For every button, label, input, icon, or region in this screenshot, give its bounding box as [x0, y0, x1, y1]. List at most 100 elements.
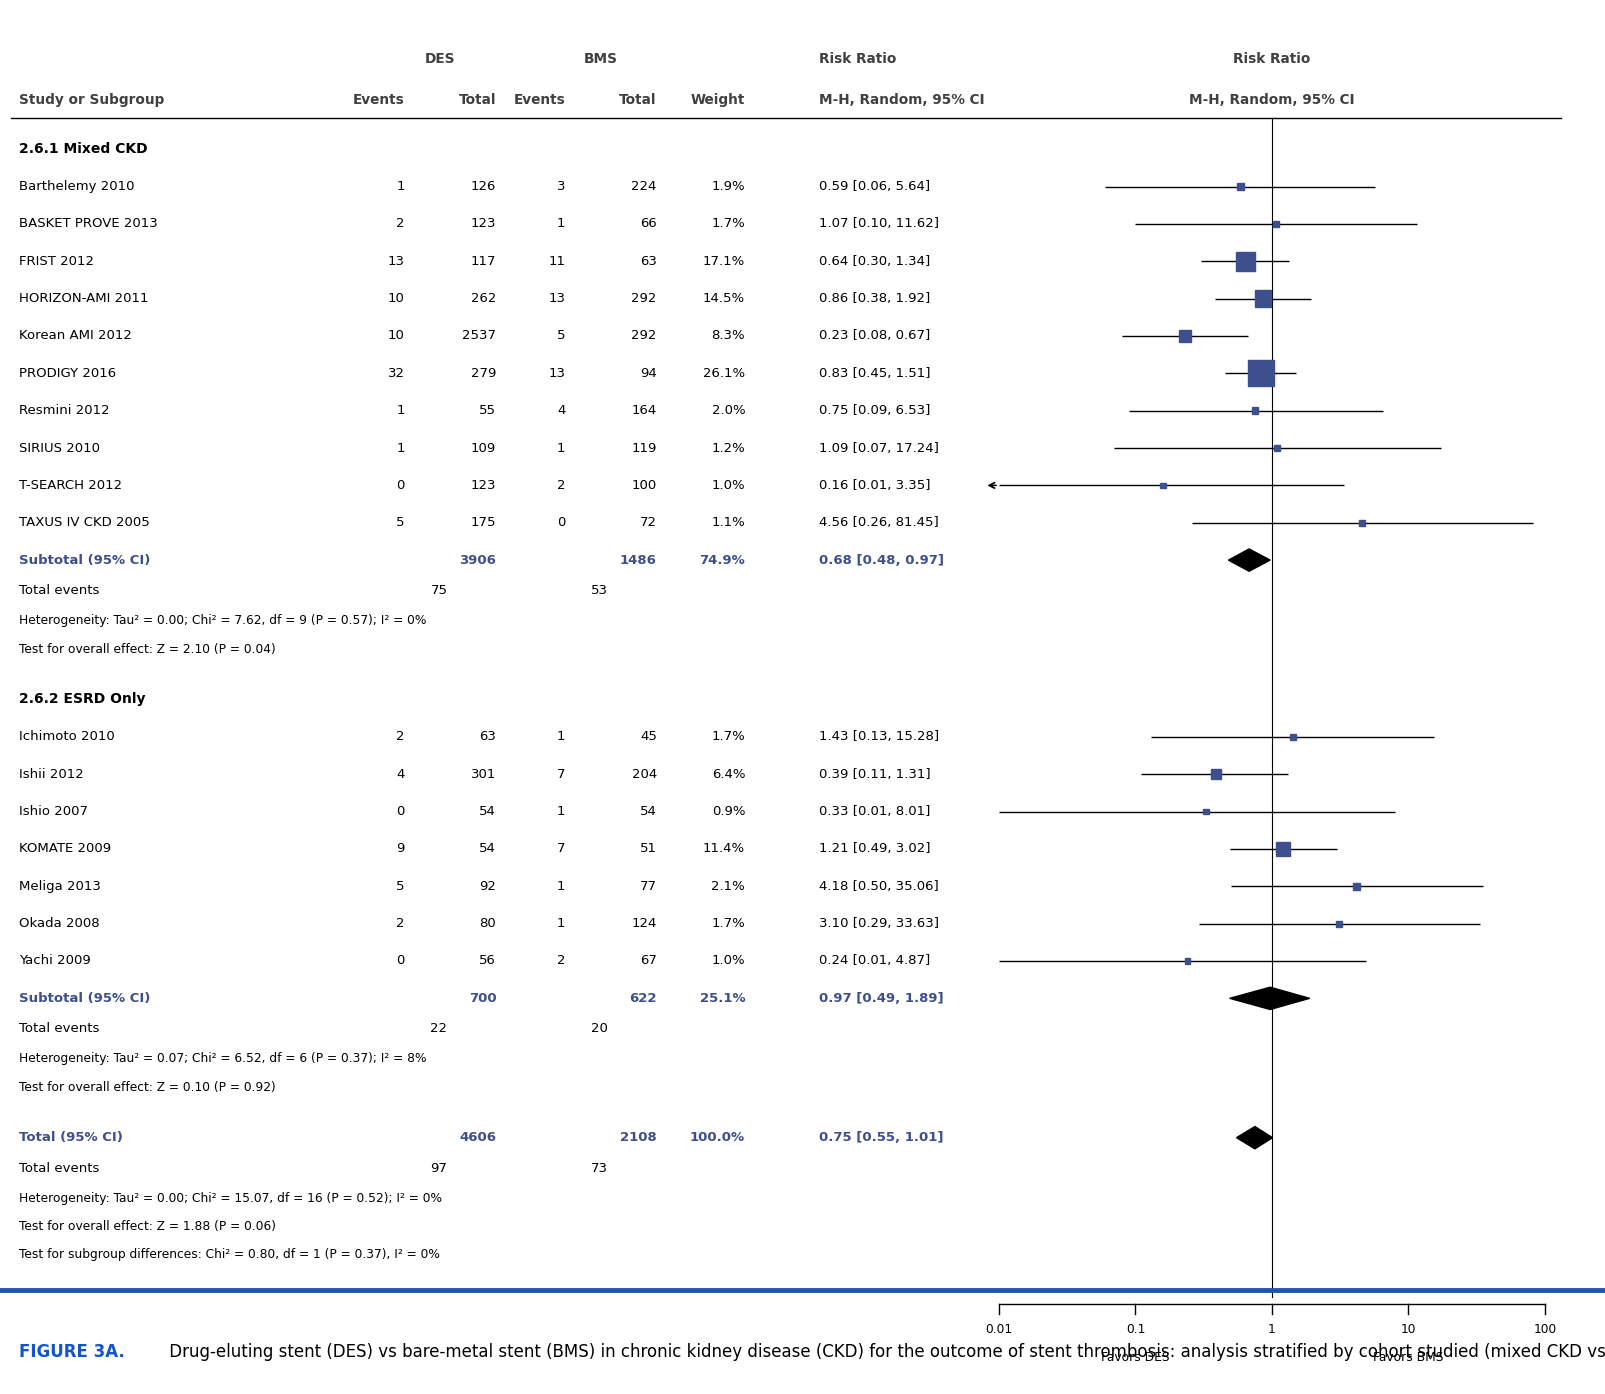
Text: KOMATE 2009: KOMATE 2009: [19, 842, 111, 856]
Text: 97: 97: [430, 1161, 448, 1175]
Text: 1.7%: 1.7%: [711, 217, 745, 230]
Text: Total: Total: [459, 93, 496, 107]
Text: 53: 53: [591, 584, 608, 597]
Text: Ishio 2007: Ishio 2007: [19, 806, 88, 818]
Text: 10: 10: [1400, 1323, 1416, 1335]
Text: 1: 1: [557, 442, 565, 454]
Text: 109: 109: [470, 442, 496, 454]
Text: BASKET PROVE 2013: BASKET PROVE 2013: [19, 217, 157, 230]
Text: 1.7%: 1.7%: [711, 917, 745, 930]
Text: 1: 1: [1268, 1323, 1274, 1335]
Bar: [1184, 958, 1189, 963]
Bar: [1236, 252, 1254, 270]
Text: 301: 301: [470, 768, 496, 781]
Text: Heterogeneity: Tau² = 0.00; Chi² = 7.62, df = 9 (P = 0.57); I² = 0%: Heterogeneity: Tau² = 0.00; Chi² = 7.62,…: [19, 615, 427, 627]
Text: Ishii 2012: Ishii 2012: [19, 768, 83, 781]
Text: 0.1: 0.1: [1125, 1323, 1144, 1335]
Text: 10: 10: [387, 329, 404, 343]
Text: Drug-eluting stent (DES) vs bare-metal stent (BMS) in chronic kidney disease (CK: Drug-eluting stent (DES) vs bare-metal s…: [164, 1344, 1605, 1362]
Text: Total events: Total events: [19, 584, 100, 597]
Text: 1: 1: [557, 730, 565, 743]
Text: 74.9%: 74.9%: [700, 553, 745, 566]
Text: 13: 13: [547, 293, 565, 305]
Text: 2: 2: [557, 480, 565, 492]
Text: 1: 1: [396, 404, 404, 417]
Text: 126: 126: [470, 180, 496, 192]
Text: 54: 54: [478, 842, 496, 856]
Bar: [1276, 842, 1289, 856]
Text: TAXUS IV CKD 2005: TAXUS IV CKD 2005: [19, 516, 149, 530]
Text: 0.97 [0.49, 1.89]: 0.97 [0.49, 1.89]: [819, 993, 944, 1005]
Text: Subtotal (95% CI): Subtotal (95% CI): [19, 993, 151, 1005]
Text: 54: 54: [639, 806, 656, 818]
Text: 1.21 [0.49, 3.02]: 1.21 [0.49, 3.02]: [819, 842, 929, 856]
Text: M-H, Random, 95% CI: M-H, Random, 95% CI: [1188, 93, 1355, 107]
Text: 0.01: 0.01: [985, 1323, 1011, 1335]
Text: 1.0%: 1.0%: [711, 955, 745, 967]
Text: 1.9%: 1.9%: [711, 180, 745, 192]
Text: Heterogeneity: Tau² = 0.00; Chi² = 15.07, df = 16 (P = 0.52); I² = 0%: Heterogeneity: Tau² = 0.00; Chi² = 15.07…: [19, 1192, 441, 1204]
Text: 1.2%: 1.2%: [711, 442, 745, 454]
Text: 622: 622: [629, 993, 656, 1005]
Text: 72: 72: [639, 516, 656, 530]
Text: FIGURE 3A.: FIGURE 3A.: [19, 1344, 125, 1362]
Bar: [1178, 330, 1189, 342]
Text: 5: 5: [396, 516, 404, 530]
Text: 1: 1: [396, 442, 404, 454]
Text: Total events: Total events: [19, 1022, 100, 1036]
Text: 2: 2: [396, 217, 404, 230]
Text: 700: 700: [469, 993, 496, 1005]
Text: Test for overall effect: Z = 0.10 (P = 0.92): Test for overall effect: Z = 0.10 (P = 0…: [19, 1080, 276, 1094]
Text: 0.16 [0.01, 3.35]: 0.16 [0.01, 3.35]: [819, 480, 929, 492]
Text: 9: 9: [396, 842, 404, 856]
Text: 17.1%: 17.1%: [703, 255, 745, 268]
Bar: [1335, 920, 1342, 927]
Text: Test for overall effect: Z = 2.10 (P = 0.04): Test for overall effect: Z = 2.10 (P = 0…: [19, 643, 276, 655]
Text: 2537: 2537: [462, 329, 496, 343]
Text: 175: 175: [470, 516, 496, 530]
Text: 0.86 [0.38, 1.92]: 0.86 [0.38, 1.92]: [819, 293, 929, 305]
Text: 2.0%: 2.0%: [711, 404, 745, 417]
Bar: [1250, 407, 1257, 414]
Text: 164: 164: [631, 404, 656, 417]
Text: Favors BMS: Favors BMS: [1372, 1351, 1443, 1363]
Text: 20: 20: [591, 1022, 608, 1036]
Text: 204: 204: [631, 768, 656, 781]
Text: 13: 13: [547, 367, 565, 379]
Text: Favors DES: Favors DES: [1101, 1351, 1168, 1363]
Text: 2.1%: 2.1%: [711, 880, 745, 892]
Polygon shape: [1228, 549, 1270, 572]
Text: 51: 51: [639, 842, 656, 856]
Text: 1.0%: 1.0%: [711, 480, 745, 492]
Text: Events: Events: [353, 93, 404, 107]
Text: 66: 66: [640, 217, 656, 230]
Text: 0: 0: [396, 955, 404, 967]
Text: 13: 13: [387, 255, 404, 268]
Text: 100.0%: 100.0%: [690, 1131, 745, 1144]
Text: 123: 123: [470, 480, 496, 492]
Text: 25.1%: 25.1%: [700, 993, 745, 1005]
Text: Heterogeneity: Tau² = 0.07; Chi² = 6.52, df = 6 (P = 0.37); I² = 8%: Heterogeneity: Tau² = 0.07; Chi² = 6.52,…: [19, 1052, 427, 1065]
Text: 2: 2: [557, 955, 565, 967]
Text: Subtotal (95% CI): Subtotal (95% CI): [19, 553, 151, 566]
Text: 1: 1: [557, 917, 565, 930]
Text: Events: Events: [514, 93, 565, 107]
Polygon shape: [1229, 987, 1308, 1009]
Text: 124: 124: [631, 917, 656, 930]
Text: 3906: 3906: [459, 553, 496, 566]
Text: 14.5%: 14.5%: [703, 293, 745, 305]
Text: 0.9%: 0.9%: [711, 806, 745, 818]
Text: 8.3%: 8.3%: [711, 329, 745, 343]
Text: 0.33 [0.01, 8.01]: 0.33 [0.01, 8.01]: [819, 806, 929, 818]
Text: Meliga 2013: Meliga 2013: [19, 880, 101, 892]
Text: 5: 5: [396, 880, 404, 892]
Text: Test for subgroup differences: Chi² = 0.80, df = 1 (P = 0.37), I² = 0%: Test for subgroup differences: Chi² = 0.…: [19, 1249, 440, 1262]
Text: 94: 94: [640, 367, 656, 379]
Text: 55: 55: [478, 404, 496, 417]
Text: 0.24 [0.01, 4.87]: 0.24 [0.01, 4.87]: [819, 955, 929, 967]
Text: T-SEARCH 2012: T-SEARCH 2012: [19, 480, 122, 492]
Bar: [1210, 769, 1220, 779]
Text: Ichimoto 2010: Ichimoto 2010: [19, 730, 116, 743]
Text: 2: 2: [396, 730, 404, 743]
Text: Total (95% CI): Total (95% CI): [19, 1131, 124, 1144]
